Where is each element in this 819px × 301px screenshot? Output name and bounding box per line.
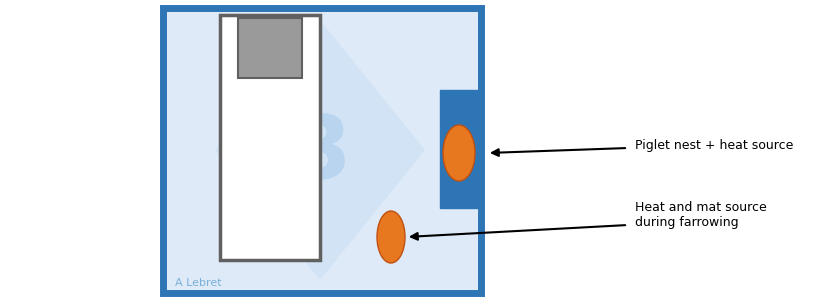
Bar [238,18,301,78]
Ellipse shape [442,125,474,181]
Text: Piglet nest + heat source: Piglet nest + heat source [634,138,793,151]
Text: Heat and mat source
during farrowing: Heat and mat source during farrowing [634,201,766,229]
Text: 3: 3 [289,111,351,198]
Bar [163,8,481,293]
Ellipse shape [377,211,405,263]
Bar [440,90,477,208]
Bar [219,15,319,260]
Polygon shape [215,20,424,280]
Text: A Lebret: A Lebret [174,278,221,288]
